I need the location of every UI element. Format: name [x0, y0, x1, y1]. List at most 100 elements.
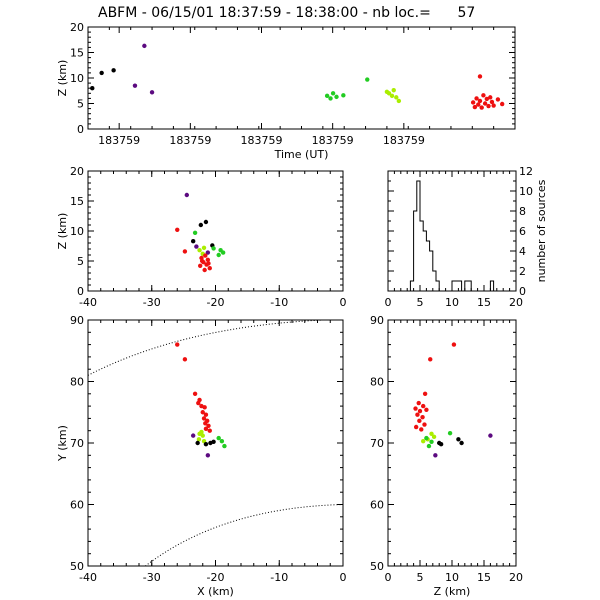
data-point	[495, 97, 501, 102]
y-tick-label: 10	[70, 72, 84, 85]
data-point	[470, 100, 476, 105]
y-tick-label: 50	[70, 560, 84, 573]
y-tick-label: 20	[70, 21, 84, 34]
x-tick-label: 0	[385, 296, 392, 309]
panel-x-y: -40 -30 -20 -10 0 50 60 70 80 90 X (km) Y (km)	[56, 314, 347, 598]
y-tick-label: 0	[77, 123, 84, 136]
data-point	[99, 70, 104, 76]
data-point	[472, 104, 478, 110]
data-point	[197, 248, 202, 253]
data-point	[391, 88, 396, 93]
plot-frame	[387, 319, 517, 567]
y-tick-label: 8	[519, 205, 526, 218]
data-point	[201, 416, 207, 421]
data-point	[196, 400, 201, 406]
data-point	[194, 244, 199, 249]
data-point	[207, 428, 212, 433]
x-tick-label: -10	[270, 571, 288, 584]
data-point	[413, 424, 419, 430]
data-point	[334, 94, 339, 100]
data-point	[203, 421, 208, 426]
y-tick-label: 15	[70, 195, 84, 208]
data-point	[396, 98, 402, 104]
data-point	[142, 43, 147, 49]
data-point	[429, 431, 434, 436]
y-tick-label: 90	[70, 314, 84, 327]
data-point	[451, 342, 457, 347]
data-point	[205, 453, 211, 458]
plot-frame	[87, 319, 344, 567]
panel-time-height: 183759 183759 183759 183759 183759 0 5 10 15 20 Ti…	[56, 21, 516, 161]
y-tick-label: 80	[70, 376, 84, 389]
panel-z-y: 0 5 10 15 20 50 60 70 80 90 Z (km)	[370, 314, 523, 598]
data-point	[424, 435, 429, 441]
data-point	[220, 250, 226, 255]
data-point	[203, 426, 209, 432]
x-tick-label: 15	[477, 296, 491, 309]
data-point	[219, 438, 225, 444]
x-tick-label: 183759	[312, 134, 354, 147]
panel-x-z: -40 -30 -20 -10 0 0 5 10 15 20 Z (km)	[56, 165, 347, 309]
data-point	[216, 252, 221, 258]
y-tick-label: 90	[370, 314, 384, 327]
data-point	[211, 246, 216, 251]
data-point	[222, 443, 227, 449]
data-point	[419, 427, 424, 432]
data-point	[198, 222, 204, 228]
y-tick-label: 12	[519, 165, 533, 178]
data-point	[198, 263, 203, 268]
data-point	[202, 267, 207, 273]
y-tick-label: 0	[77, 285, 84, 298]
data-point	[192, 391, 198, 396]
plot-frame	[87, 26, 516, 130]
data-point	[424, 407, 429, 412]
data-point	[211, 439, 216, 444]
data-point	[90, 86, 95, 91]
data-point	[422, 391, 428, 396]
y-axis-label: Z (km)	[56, 213, 69, 250]
data-point	[205, 250, 211, 255]
data-point	[491, 103, 496, 108]
data-point	[175, 227, 180, 232]
y-tick-label: 50	[370, 560, 384, 573]
data-point	[431, 434, 437, 440]
data-point	[477, 98, 483, 104]
x-tick-label: 183759	[241, 134, 283, 147]
x-tick-label: 0	[385, 571, 392, 584]
data-point	[422, 422, 427, 427]
data-point	[417, 408, 423, 414]
x-tick-label: 10	[445, 296, 459, 309]
data-point	[415, 412, 420, 417]
y-axis-label: Z (km)	[56, 60, 69, 97]
plot-frame	[387, 170, 517, 292]
x-tick-label: 5	[417, 296, 424, 309]
x-tick-label: -10	[270, 296, 288, 309]
data-point	[459, 440, 464, 446]
y-tick-label: 70	[70, 437, 84, 450]
x-tick-label: -20	[207, 571, 225, 584]
data-point	[192, 230, 198, 235]
range-ring-inner	[145, 504, 344, 567]
data-point	[199, 258, 205, 264]
y-tick-label: 0	[519, 285, 526, 298]
data-point	[203, 412, 209, 417]
x-tick-label: 0	[340, 571, 347, 584]
data-point	[456, 437, 461, 442]
x-tick-label: -30	[143, 296, 161, 309]
x-tick-label: 5	[417, 571, 424, 584]
x-tick-label: -40	[79, 571, 97, 584]
y-tick-label: 10	[519, 185, 533, 198]
x-axis-label: Z (km)	[434, 585, 471, 598]
data-point	[474, 96, 479, 101]
data-point	[195, 440, 200, 446]
y-tick-label: 5	[77, 255, 84, 268]
data-point	[200, 433, 205, 438]
data-point	[203, 219, 209, 225]
data-point	[482, 101, 488, 106]
data-point	[328, 96, 333, 101]
x-axis-label: X (km)	[197, 585, 234, 598]
data-point	[111, 68, 116, 73]
data-point	[200, 410, 205, 415]
data-point	[190, 433, 196, 438]
data-point	[499, 101, 505, 107]
